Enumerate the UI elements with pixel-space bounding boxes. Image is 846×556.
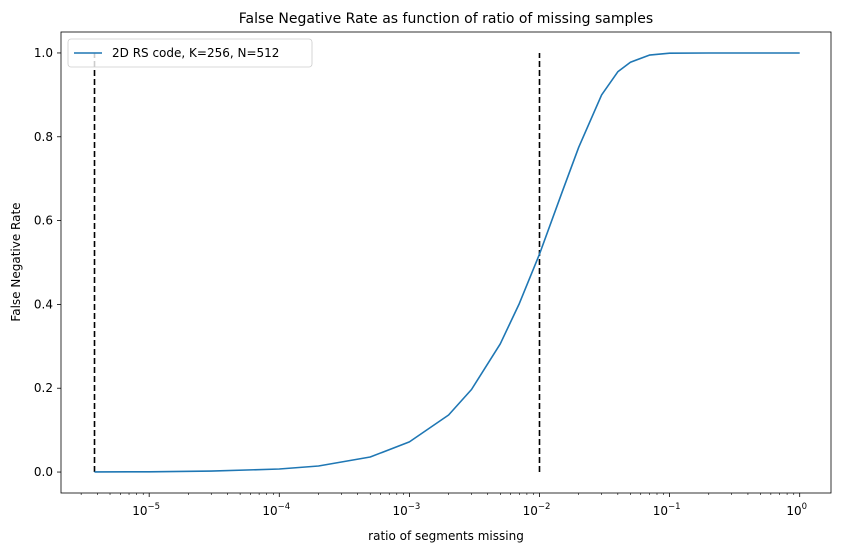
y-tick-label: 0.2 <box>34 381 53 395</box>
x-axis-label: ratio of segments missing <box>368 529 524 543</box>
x-tick-label: 10−3 <box>392 502 420 518</box>
legend-box <box>67 38 313 68</box>
y-tick-label: 0.6 <box>34 214 53 228</box>
y-tick-label: 0.4 <box>34 297 53 311</box>
y-axis-label: False Negative Rate <box>9 202 23 321</box>
y-tick-label: 1.0 <box>34 46 53 60</box>
x-tick-label: 10−5 <box>132 502 160 518</box>
series-line <box>94 52 800 473</box>
legend-label: 2D RS code, K=256, N=512 <box>112 46 279 60</box>
x-tick-label: 10−2 <box>523 502 551 518</box>
x-tick-label: 10−1 <box>653 502 681 518</box>
chart-title: False Negative Rate as function of ratio… <box>239 11 653 27</box>
plot-frame <box>60 31 832 494</box>
x-tick-label: 10−4 <box>262 502 290 518</box>
y-tick-label: 0.0 <box>34 465 53 479</box>
legend: 2D RS code, K=256, N=512 <box>67 38 313 68</box>
x-tick-label: 100 <box>786 502 807 518</box>
y-tick-label: 0.8 <box>34 130 53 144</box>
